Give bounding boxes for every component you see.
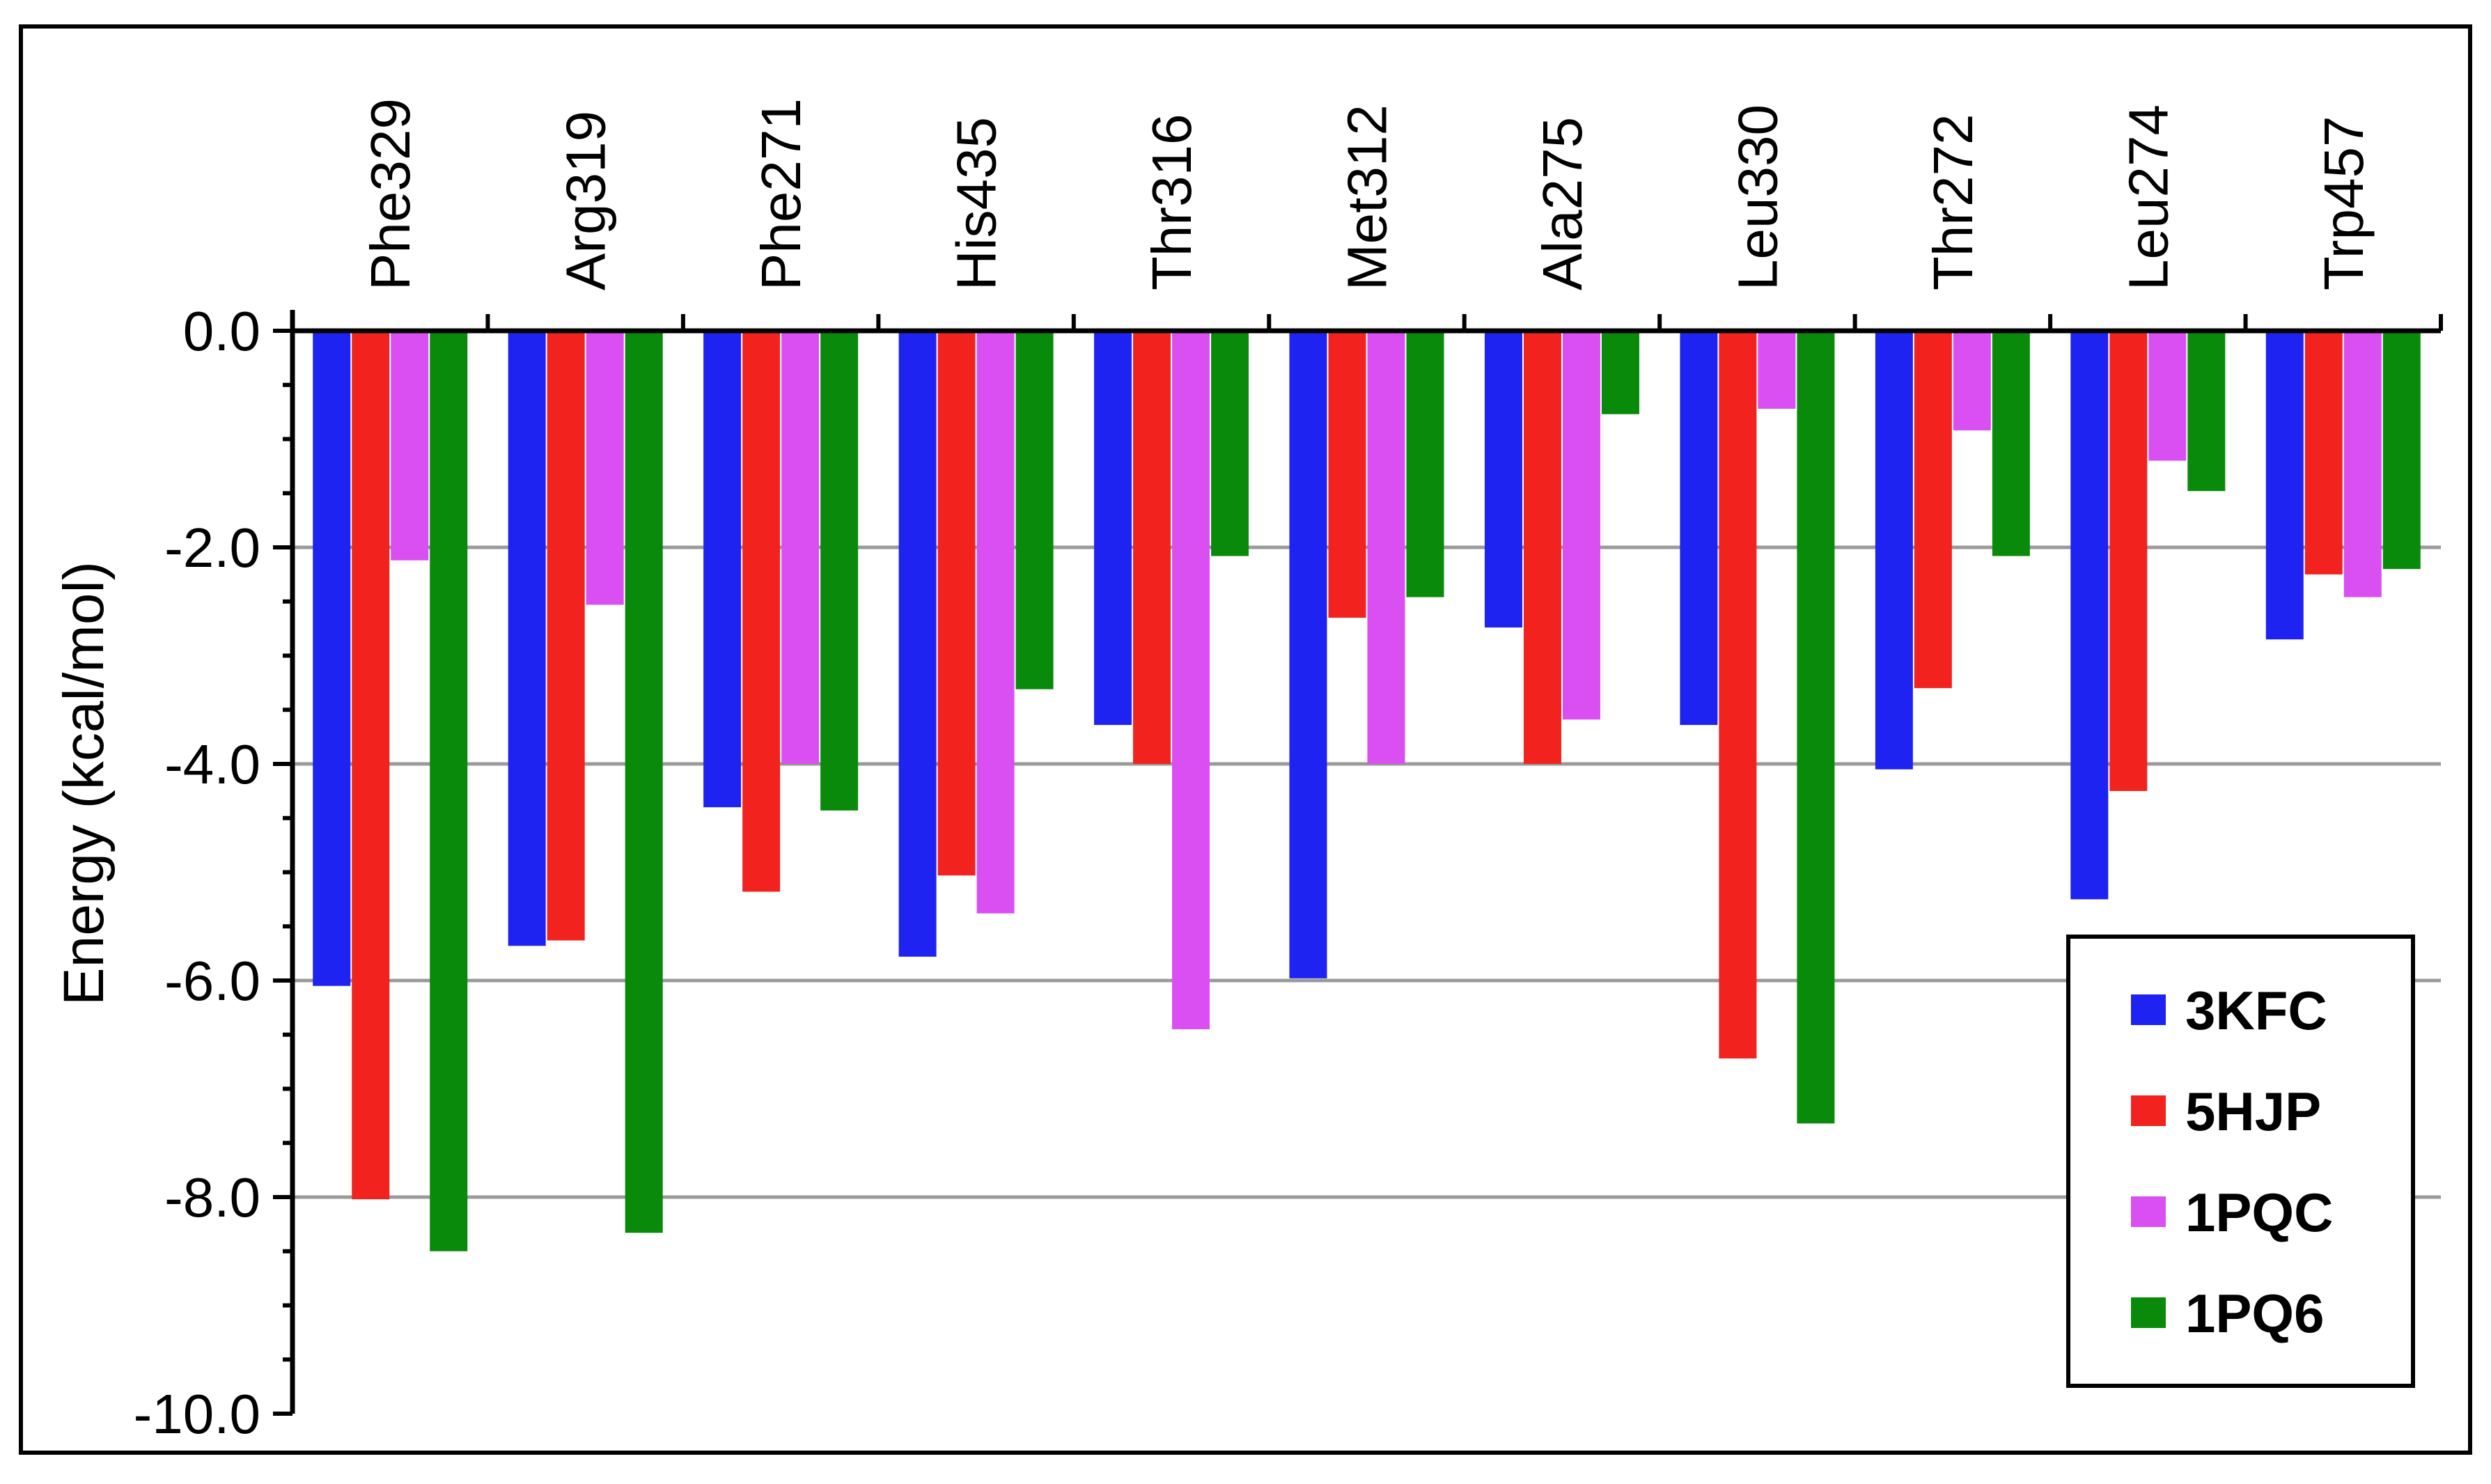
bar-1PQC-Arg319 [586,331,624,605]
bar-1PQ6-Thr272 [1992,331,2030,556]
bar-1PQ6-Thr316 [1211,331,1249,556]
bar-3KFC-Leu330 [1680,331,1718,726]
bar-1PQ6-His435 [1015,331,1054,689]
bar-5HJP-Trp457 [2304,331,2343,575]
bar-1PQC-Thr316 [1172,331,1210,1029]
bar-1PQC-His435 [976,331,1015,914]
x-category-label: Thr272 [1922,114,1984,290]
bar-5HJP-Phe271 [742,331,781,892]
bar-1PQC-Trp457 [2343,331,2382,597]
x-category-label: Ala275 [1531,117,1593,290]
bar-1PQ6-Arg319 [625,331,663,1233]
bar-3KFC-Phe271 [703,331,742,808]
bar-3KFC-Met312 [1289,331,1327,978]
bar-3KFC-Arg319 [508,331,546,946]
bar-5HJP-Met312 [1328,331,1366,618]
x-category-label: His435 [946,117,1008,290]
bar-5HJP-His435 [937,331,976,876]
legend-label-5HJP: 5HJP [2185,1081,2321,1142]
bars [313,331,2421,1251]
bar-1PQ6-Phe271 [820,331,859,811]
bar-1PQ6-Met312 [1406,331,1444,597]
bar-1PQ6-Leu330 [1797,331,1835,1124]
legend-box [2066,935,2415,1388]
bar-3KFC-Leu274 [2070,331,2109,900]
y-tick-label: -4.0 [164,733,260,795]
x-category-label: Leu274 [2117,104,2179,290]
bar-1PQ6-Leu274 [2187,331,2226,492]
legend-swatch-1PQ6 [2131,1297,2166,1328]
x-category-label: Thr316 [1141,114,1203,290]
y-tick-label: -2.0 [164,517,260,579]
legend-swatch-5HJP [2131,1095,2166,1126]
bar-1PQ6-Phe329 [430,331,468,1251]
bar-1PQC-Phe271 [781,331,820,764]
x-category-label: Arg319 [555,111,617,290]
legend-swatch-3KFC [2131,994,2166,1025]
bar-1PQC-Leu274 [2148,331,2187,461]
bar-5HJP-Phe329 [352,331,390,1200]
bar-5HJP-Leu330 [1719,331,1757,1059]
x-category-label: Phe271 [750,98,812,290]
bar-3KFC-Trp457 [2265,331,2304,640]
axes: 0.0 -2.0 -4.0 -6.0 -8.0 -10.0 Phe329 Arg319 Phe2… [134,98,2443,1445]
bar-1PQ6-Trp457 [2382,331,2421,570]
bar-1PQC-Thr272 [1953,331,1991,431]
y-axis-label: Energy (kcal/mol) [52,561,116,1006]
bar-5HJP-Thr272 [1914,331,1952,689]
bar-1PQC-Phe329 [391,331,429,561]
x-category-label: Leu330 [1726,104,1788,290]
bar-1PQC-Met312 [1367,331,1405,764]
bar-5HJP-Leu274 [2109,331,2148,791]
bar-1PQC-Ala275 [1562,331,1600,720]
bar-3KFC-Thr316 [1094,331,1132,726]
x-category-label: Phe329 [359,98,421,290]
bar-3KFC-His435 [898,331,937,957]
bar-5HJP-Arg319 [547,331,585,941]
legend-label-1PQC: 1PQC [2185,1182,2333,1243]
bar-5HJP-Thr316 [1133,331,1171,764]
y-tick-label: -8.0 [164,1166,260,1228]
legend-label-3KFC: 3KFC [2185,980,2327,1041]
bar-3KFC-Ala275 [1484,331,1522,628]
x-category-label: Met312 [1336,104,1398,290]
y-tick-label: 0.0 [183,300,260,362]
legend: 3KFC 5HJP 1PQC 1PQ6 [2066,935,2415,1388]
y-tick-label: -10.0 [134,1383,260,1445]
legend-label-1PQ6: 1PQ6 [2185,1283,2324,1344]
bar-1PQC-Leu330 [1758,331,1796,409]
legend-swatch-1PQC [2131,1196,2166,1227]
bar-3KFC-Phe329 [313,331,351,986]
bar-3KFC-Thr272 [1875,331,1913,770]
bar-5HJP-Ala275 [1523,331,1561,764]
outer-frame [19,24,2472,1455]
bar-1PQ6-Ala275 [1601,331,1639,414]
x-category-label: Trp457 [2313,116,2375,290]
y-tick-label: -6.0 [164,950,260,1012]
